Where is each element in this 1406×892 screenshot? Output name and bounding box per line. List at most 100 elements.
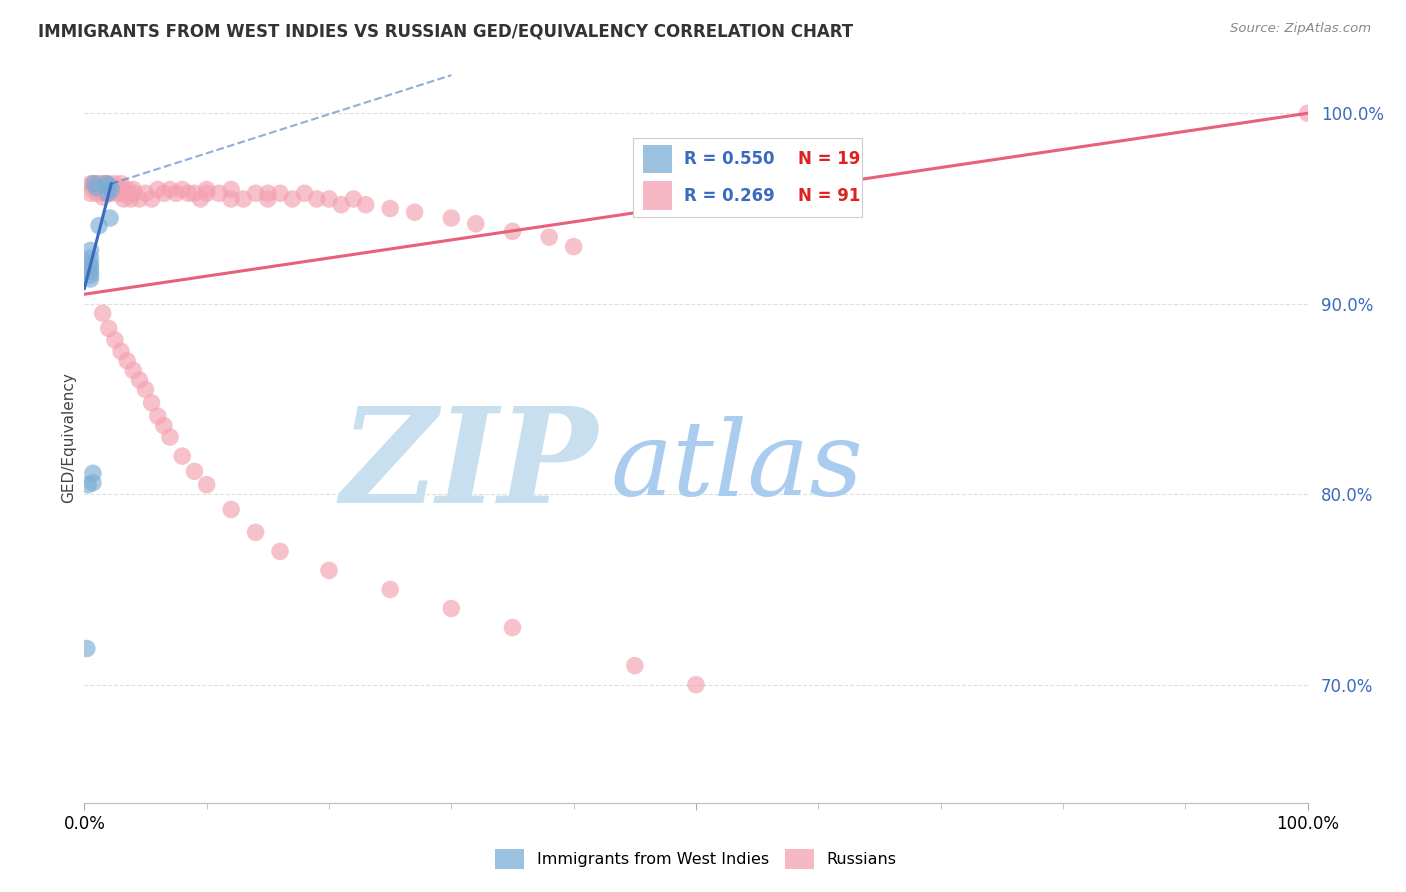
Point	[79, 257, 101, 271]
Point	[190, 192, 212, 206]
Point	[83, 177, 105, 191]
Point	[195, 182, 218, 196]
Point	[440, 601, 463, 615]
Point	[96, 182, 118, 196]
Text: N = 91: N = 91	[799, 186, 860, 204]
Point	[245, 186, 267, 201]
Point	[87, 219, 110, 233]
Point	[159, 182, 181, 196]
Text: N = 19: N = 19	[799, 150, 860, 169]
Text: R = 0.269: R = 0.269	[683, 186, 775, 204]
Point	[318, 563, 340, 577]
Point	[87, 177, 110, 191]
Point	[195, 186, 218, 201]
Point	[97, 321, 120, 335]
Point	[685, 678, 707, 692]
Point	[82, 467, 104, 481]
Text: IMMIGRANTS FROM WEST INDIES VS RUSSIAN GED/EQUIVALENCY CORRELATION CHART: IMMIGRANTS FROM WEST INDIES VS RUSSIAN G…	[38, 22, 853, 40]
Point	[94, 177, 117, 191]
Point	[91, 177, 114, 191]
Point	[219, 502, 242, 516]
Point	[342, 192, 364, 206]
Point	[110, 177, 132, 191]
Point	[79, 272, 101, 286]
Point	[146, 182, 169, 196]
Text: ZIP: ZIP	[340, 401, 598, 531]
Point	[502, 224, 524, 238]
Point	[96, 177, 118, 191]
Point	[281, 192, 304, 206]
Point	[305, 192, 328, 206]
Point	[380, 202, 402, 216]
Point	[104, 333, 127, 347]
Point	[269, 186, 291, 201]
Point	[624, 658, 647, 673]
Point	[86, 182, 108, 196]
Point	[294, 186, 316, 201]
Point	[380, 582, 402, 597]
Point	[79, 251, 101, 265]
Y-axis label: GED/Equivalency: GED/Equivalency	[60, 372, 76, 502]
Point	[91, 306, 114, 320]
Bar	[643, 145, 672, 173]
Point	[153, 186, 176, 201]
Point	[115, 186, 138, 201]
Point	[562, 239, 585, 253]
Point	[219, 192, 242, 206]
Point	[77, 477, 100, 491]
Point	[91, 180, 114, 194]
Text: Source: ZipAtlas.com: Source: ZipAtlas.com	[1230, 22, 1371, 36]
Point	[354, 197, 377, 211]
Point	[165, 186, 187, 201]
Point	[79, 268, 101, 282]
Point	[146, 409, 169, 424]
Point	[76, 641, 98, 656]
Point	[122, 363, 145, 377]
Point	[172, 449, 194, 463]
Point	[257, 192, 280, 206]
Point	[82, 475, 104, 490]
Point	[79, 260, 101, 275]
Point	[232, 192, 254, 206]
Point	[97, 178, 120, 193]
Bar	[643, 181, 672, 210]
Point	[153, 418, 176, 433]
Point	[502, 621, 524, 635]
Point	[135, 186, 157, 201]
Point	[177, 186, 200, 201]
Point	[79, 177, 101, 191]
Point	[318, 192, 340, 206]
Point	[110, 182, 132, 196]
Point	[172, 182, 194, 196]
Point	[183, 186, 205, 201]
Point	[115, 182, 138, 196]
Point	[128, 373, 150, 387]
Point	[107, 186, 129, 201]
Point	[97, 186, 120, 201]
Point	[440, 211, 463, 225]
Point	[104, 177, 127, 191]
Point	[79, 264, 101, 278]
Point	[82, 182, 104, 196]
Point	[91, 186, 114, 201]
Point	[82, 177, 104, 191]
Point	[79, 186, 101, 201]
Point	[120, 192, 142, 206]
Point	[269, 544, 291, 558]
Point	[245, 525, 267, 540]
Point	[195, 477, 218, 491]
Point	[122, 186, 145, 201]
Point	[86, 177, 108, 191]
Point	[330, 197, 353, 211]
Point	[135, 383, 157, 397]
Point	[91, 190, 114, 204]
Point	[86, 186, 108, 201]
Point	[110, 344, 132, 359]
Point	[100, 186, 122, 201]
Point	[112, 192, 135, 206]
Point	[98, 211, 121, 225]
Point	[141, 192, 163, 206]
Point	[115, 354, 138, 368]
Point	[538, 230, 561, 244]
Point	[122, 182, 145, 196]
